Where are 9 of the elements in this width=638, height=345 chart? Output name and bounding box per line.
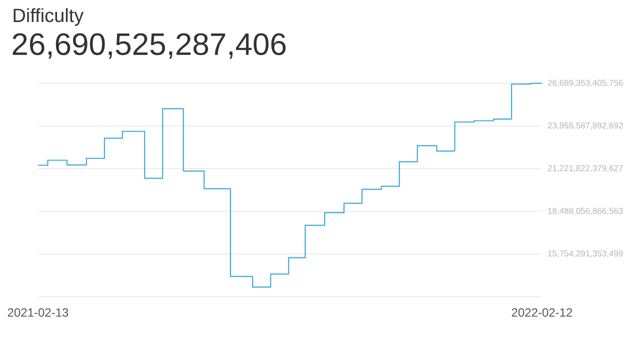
chart-title: Difficulty: [14, 8, 84, 26]
x-tick-label: 2021-02-13: [8, 308, 68, 317]
y-tick-label: 18,488,056,866,563: [548, 208, 623, 215]
y-tick-label: 23,955,587,892,692: [548, 122, 623, 130]
y-tick-label: 21,221,822,379,627: [548, 165, 623, 172]
x-tick-label: 2022-02-12: [512, 308, 572, 317]
chart-subtitle: 26,690,525,287,406: [12, 33, 286, 59]
y-tick-label: 15,754,291,353,499: [548, 250, 623, 258]
y-tick-label: 26,689,353,405,756: [548, 80, 623, 87]
